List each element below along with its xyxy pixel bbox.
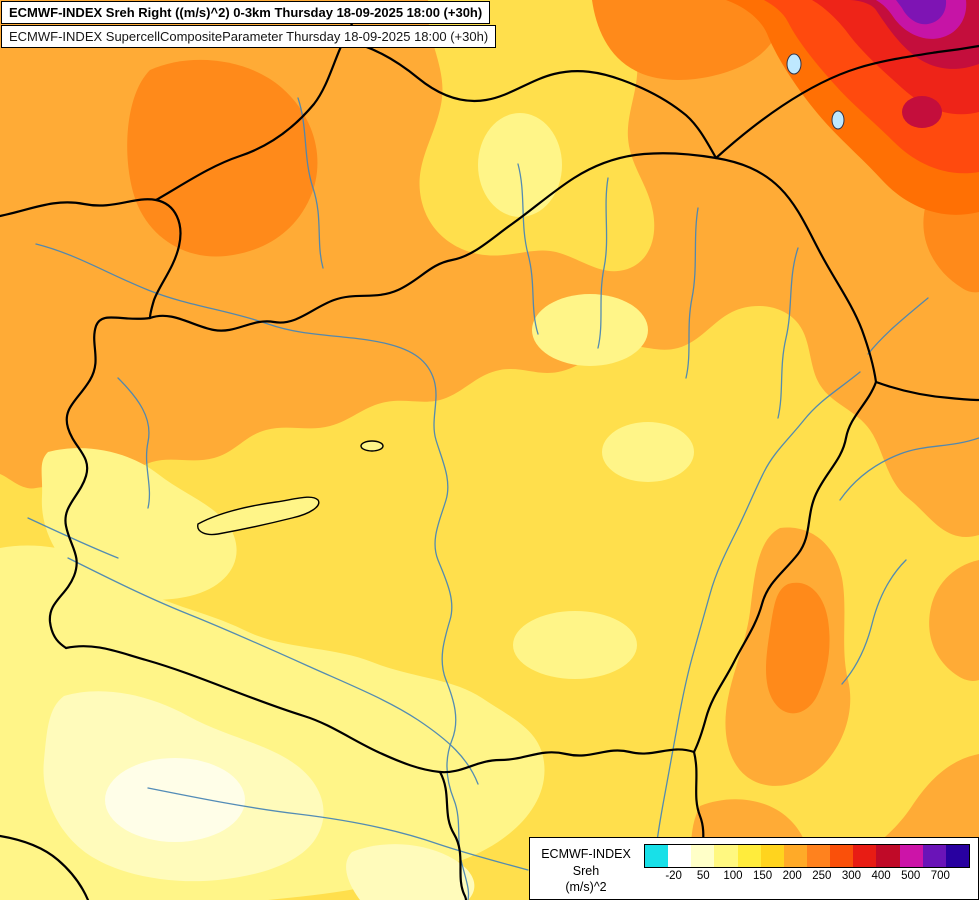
contour-region-cream-bottomcenter	[346, 844, 475, 900]
lake-balaton	[197, 496, 320, 536]
legend-tick: -20	[665, 870, 682, 883]
border-serbia-croatia	[438, 770, 468, 900]
legend-tick: 100	[723, 870, 743, 883]
legend-swatch	[899, 845, 923, 868]
river-tributary-east	[839, 437, 979, 501]
contour-region-pale-pocket-top	[478, 113, 562, 217]
contour-region-dark-orange-east-core	[766, 582, 830, 714]
legend-tick: 50	[696, 870, 710, 883]
contour-region-dark-orange-topcenter	[592, 0, 786, 80]
legend-swatch	[737, 845, 761, 868]
rivers	[27, 97, 979, 900]
legend-tick: 700	[930, 870, 950, 883]
contour-region-pale-pocket-center2	[602, 422, 694, 482]
border-hungary-east	[692, 380, 878, 754]
contour-region-purple-core	[896, 0, 947, 25]
legend-swatch	[645, 845, 669, 868]
legend: ECMWF-INDEX Sreh (m/s)^2 -20 50 100 150 200 2…	[529, 837, 979, 900]
river-tributary-ne	[867, 297, 929, 355]
border-poland-slovakia	[342, 38, 718, 160]
legend-tick: 400	[871, 870, 891, 883]
lake-small-ne2	[831, 110, 845, 130]
map-title-primary-text: ECMWF-INDEX Sreh Right ((m/s)^2) 0-3km T…	[9, 5, 483, 20]
river-tributary-se	[841, 559, 907, 685]
border-hungary-north	[148, 152, 878, 384]
river-sava	[147, 787, 529, 871]
legend-swatch	[760, 845, 784, 868]
legend-tick: 300	[841, 870, 862, 883]
contour-region-orange-right-mid	[929, 560, 979, 681]
contour-region-nearwhite-core	[105, 758, 245, 842]
contour-region-dark-orange-topleft	[127, 59, 318, 257]
legend-tick: 200	[782, 870, 802, 883]
river-tributary-nw	[297, 97, 324, 269]
river-tributary-n3	[685, 207, 699, 379]
river-mura	[27, 517, 119, 559]
legend-swatch	[830, 845, 854, 868]
river-tributary-w	[117, 377, 151, 509]
map-title-primary: ECMWF-INDEX Sreh Right ((m/s)^2) 0-3km T…	[1, 1, 491, 24]
border-hungary-west	[48, 316, 152, 650]
map-title-secondary: ECMWF-INDEX SupercellCompositeParameter …	[1, 25, 497, 48]
lake-velence	[360, 440, 384, 452]
river-tributary-n2	[597, 177, 609, 349]
legend-tick: 150	[752, 870, 773, 883]
legend-parameter: Sreh	[572, 863, 600, 878]
border-austria-northwest	[0, 198, 182, 320]
river-tributary-e2	[777, 247, 799, 419]
legend-title: ECMWF-INDEX	[541, 847, 631, 862]
river-danube	[35, 243, 470, 900]
lake-small-ne1	[786, 53, 802, 75]
border-east-exit	[874, 380, 979, 402]
border-hungary-south	[64, 645, 696, 774]
legend-swatch	[714, 845, 738, 868]
legend-swatch	[691, 845, 715, 868]
legend-colorbar-wrap: -20 50 100 150 200 250 300 400 500 700	[644, 844, 970, 883]
river-drava	[67, 557, 479, 785]
river-tisza	[655, 371, 861, 851]
legend-swatch	[668, 845, 692, 868]
legend-swatch	[853, 845, 877, 868]
legend-swatch	[945, 845, 969, 868]
contour-region-crimson-spot	[902, 96, 942, 128]
legend-tick: 500	[901, 870, 921, 883]
legend-swatch	[806, 845, 831, 868]
contour-region-pale-pocket-center	[532, 294, 648, 366]
legend-swatch	[783, 845, 807, 868]
legend-tick: 250	[812, 870, 832, 883]
legend-swatch	[876, 845, 900, 868]
legend-ticks: -20 50 100 150 200 250 300 400 500 700	[644, 868, 970, 883]
map-title-secondary-text: ECMWF-INDEX SupercellCompositeParameter …	[9, 29, 489, 44]
border-bottomleft	[0, 834, 90, 900]
contour-region-pale-pocket-south	[513, 611, 637, 679]
border-ukraine-diagonal	[714, 44, 979, 160]
river-tributary-n1	[517, 163, 539, 335]
legend-swatch	[922, 845, 946, 868]
legend-colorbar	[644, 844, 970, 869]
lakes	[197, 53, 845, 536]
legend-unit: (m/s)^2	[565, 879, 607, 894]
legend-label-block: ECMWF-INDEX Sreh (m/s)^2	[538, 844, 634, 895]
